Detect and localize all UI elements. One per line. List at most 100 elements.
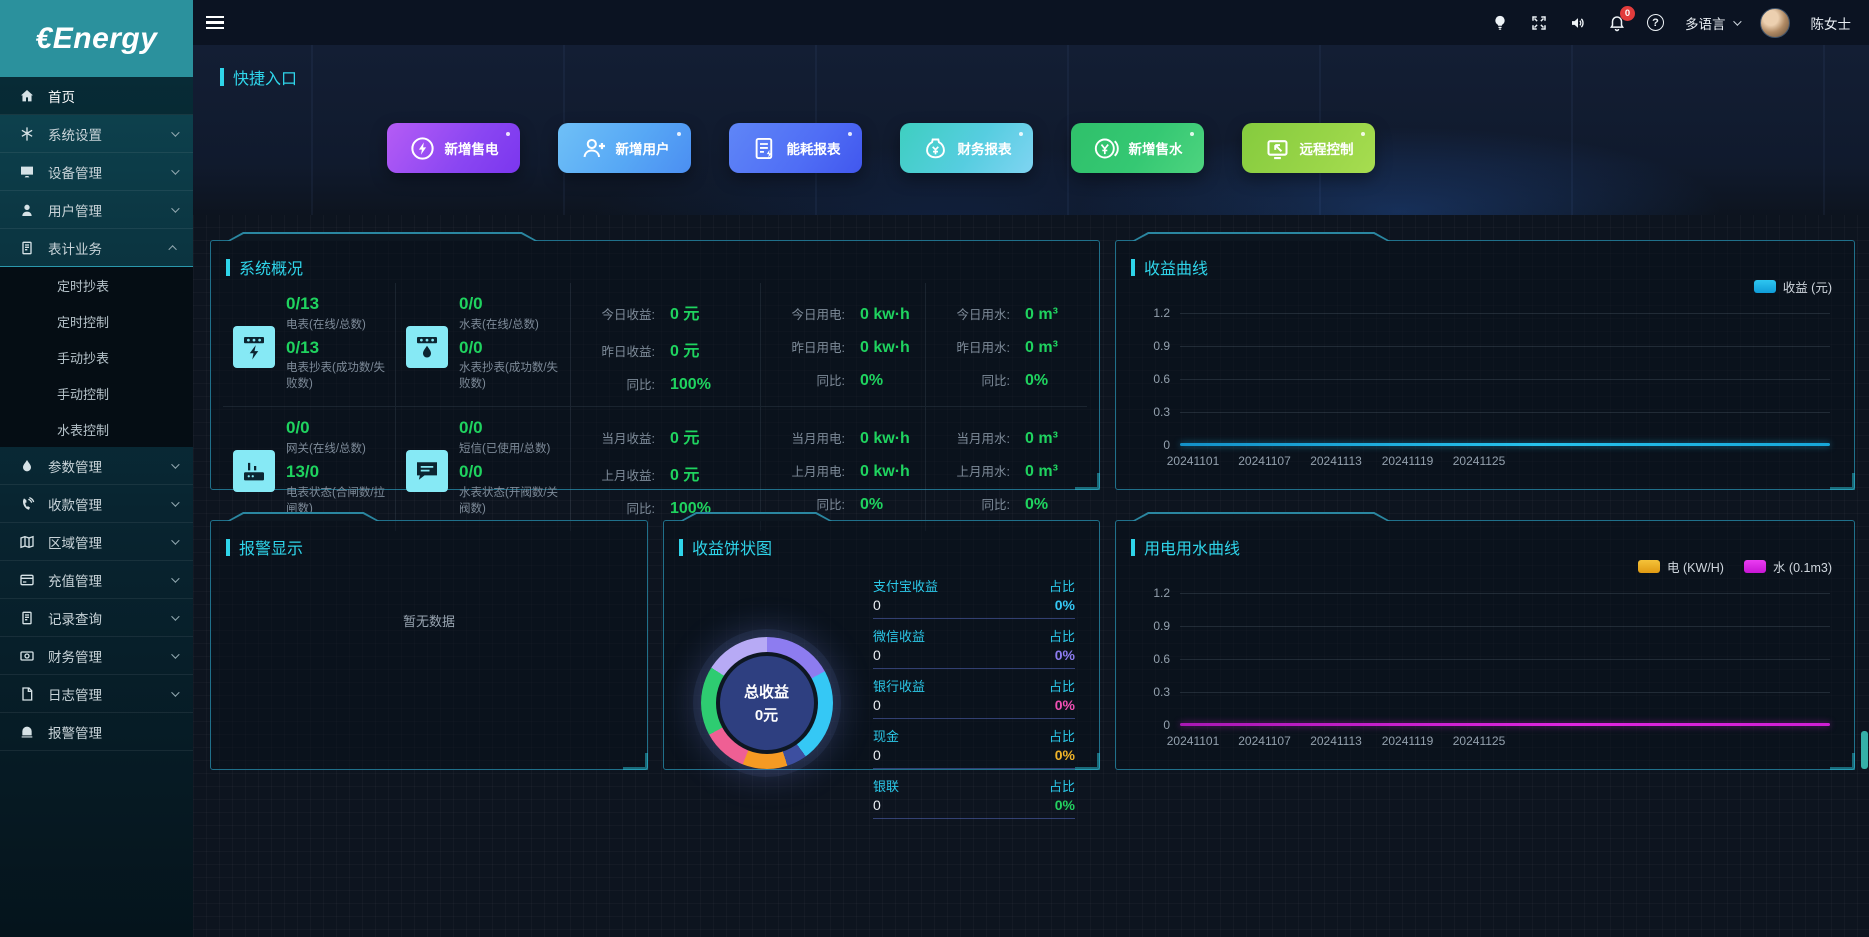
sidebar-item-label: 表计业务 — [48, 241, 102, 257]
total-revenue-value: 0元 — [754, 707, 779, 724]
help-icon[interactable]: ? — [1647, 14, 1664, 31]
sidebar-item-alarm-management[interactable]: 报警管理 — [0, 713, 193, 751]
sidebar-item-collection-management[interactable]: 收款管理 — [0, 485, 193, 523]
sidebar-item-region-management[interactable]: 区域管理 — [0, 523, 193, 561]
legend-item-revenue[interactable]: 收益 (元) — [1753, 277, 1832, 296]
x-tick: 20241107 — [1238, 454, 1291, 468]
new-water-sale-button[interactable]: 新增售水 — [1071, 123, 1204, 173]
avatar[interactable] — [1759, 7, 1790, 38]
topbar: 0 ? 多语言 陈女士 — [193, 0, 1869, 45]
sidebar-item-log-management[interactable]: 日志管理 — [0, 675, 193, 713]
kv-key: 同比: — [816, 498, 845, 513]
y-tick: 0 — [1163, 717, 1170, 732]
kv-value: 0% — [1025, 371, 1049, 389]
stat-value: 0/13 — [286, 337, 320, 357]
map-icon — [20, 535, 34, 548]
panel-notch — [680, 512, 832, 521]
sidebar-item-parameter-management[interactable]: 参数管理 — [0, 447, 193, 485]
stat-text: 0/0 网关(在线/总数) 13/0 电表状态(合闸数/拉闸数) — [286, 419, 389, 522]
new-electricity-sale-button[interactable]: 新增售电 — [387, 123, 520, 173]
x-axis: 20241101 20241107 20241113 20241119 2024… — [1167, 734, 1830, 748]
page-scrollbar-thumb[interactable] — [1861, 731, 1868, 769]
energy-report-icon — [755, 137, 772, 159]
gridline: 0.9 — [1153, 619, 1830, 633]
sidebar-subitem-water-meter-control[interactable]: 水表控制 — [0, 411, 193, 447]
panel-title-text: 报警显示 — [239, 541, 304, 558]
total-revenue-label: 总收益 — [743, 684, 789, 701]
chevron-down-icon — [171, 573, 180, 583]
sidebar-item-label: 参数管理 — [48, 459, 102, 475]
remote-screen-icon — [1266, 139, 1288, 159]
kv-value: 0 元 — [670, 342, 700, 360]
user-plus-icon — [582, 138, 605, 157]
new-user-button[interactable]: 新增用户 — [558, 123, 691, 173]
stat-text: 0/0 水表(在线/总数) 0/0 水表抄表(成功数/失败数) — [459, 294, 564, 398]
revenue-chart-legend: 收益 (元) — [1753, 277, 1832, 296]
kv-key: 上月用电: — [791, 465, 845, 480]
sidebar-item-recharge-management[interactable]: 充值管理 — [0, 561, 193, 599]
donut-chart[interactable]: 总收益 0元 — [700, 637, 833, 769]
language-selector[interactable]: 多语言 — [1685, 13, 1742, 33]
kv-value: 0 kw·h — [860, 305, 910, 323]
kv-key: 上月收益: — [601, 469, 655, 484]
remote-control-button[interactable]: 远程控制 — [1242, 123, 1375, 173]
energy-report-button[interactable]: 能耗报表 — [729, 123, 862, 173]
kv-key: 昨日用水: — [956, 340, 1010, 355]
system-overview-panel: 系统概况 0/13 电表(在线/总数) 0/13 电表抄表(成功数/失败数) — [210, 240, 1100, 531]
quick-button-label: 新增售水 — [1128, 142, 1183, 157]
y-tick: 0.9 — [1153, 339, 1170, 353]
sidebar-item-system-settings[interactable]: 系统设置 — [0, 115, 193, 153]
panel-title-text: 用电用水曲线 — [1144, 541, 1241, 558]
sidebar-item-home[interactable]: 首页 — [0, 77, 193, 115]
sidebar-subitem-manual-control[interactable]: 手动控制 — [0, 375, 193, 411]
speaker-icon[interactable] — [1569, 14, 1587, 32]
fullscreen-icon[interactable] — [1530, 14, 1548, 32]
sidebar-item-device-management[interactable]: 设备管理 — [0, 153, 193, 191]
banknote-icon — [20, 650, 34, 661]
kv-value: 0 kw·h — [860, 430, 910, 448]
kv-key: 同比: — [626, 377, 655, 392]
stat-value: 0/13 — [286, 294, 320, 313]
sidebar-item-user-management[interactable]: 用户管理 — [0, 191, 193, 229]
credit-card-icon — [20, 574, 34, 585]
pie-item-value: 0 — [873, 747, 881, 763]
sidebar-item-label: 充值管理 — [48, 573, 102, 589]
sidebar-subitem-scheduled-control[interactable]: 定时控制 — [0, 303, 193, 339]
menu-toggle-icon[interactable] — [206, 16, 224, 29]
y-tick: 0.3 — [1153, 405, 1170, 419]
stat-label: 水表状态(开阀数/关阀数) — [459, 486, 559, 515]
revenue-curve-title: 收益曲线 — [1131, 255, 1854, 279]
bolt-circle-icon — [410, 136, 434, 160]
sidebar-item-meter-business[interactable]: 表计业务 — [0, 229, 193, 267]
legend-item-water[interactable]: 水 (0.1m3) — [1743, 557, 1832, 576]
kv-key: 当月收益: — [601, 432, 655, 447]
sidebar-item-label: 收款管理 — [48, 497, 102, 513]
user-name[interactable]: 陈女士 — [1810, 16, 1852, 32]
submenu-label: 手动抄表 — [57, 350, 110, 366]
sidebar-subitem-scheduled-reading[interactable]: 定时抄表 — [0, 267, 193, 303]
droplet-icon — [23, 459, 31, 471]
sidebar-item-record-query[interactable]: 记录查询 — [0, 599, 193, 637]
chevron-down-icon — [171, 459, 180, 469]
pie-item-name: 微信收益 — [873, 629, 926, 644]
kv-key: 同比: — [816, 373, 845, 388]
notification-bell[interactable]: 0 — [1608, 5, 1635, 32]
alarm-display-panel: 报警显示 暂无数据 — [210, 520, 648, 770]
y-tick: 0.9 — [1153, 619, 1170, 633]
stat-label: 水表(在线/总数) — [459, 318, 539, 331]
x-tick: 20241101 — [1166, 454, 1220, 468]
y-tick: 0 — [1163, 437, 1170, 452]
home-icon — [21, 89, 33, 101]
panel-title-text: 收益曲线 — [1144, 261, 1209, 278]
sidebar-subitem-manual-reading[interactable]: 手动抄表 — [0, 339, 193, 375]
pie-ratio-label: 占比 — [1048, 629, 1075, 644]
sidebar-item-finance-management[interactable]: 财务管理 — [0, 637, 193, 675]
language-label: 多语言 — [1685, 16, 1726, 32]
lightbulb-icon[interactable] — [1491, 14, 1509, 32]
pie-row-wechat: 微信收益 占比 0 0% — [873, 619, 1075, 669]
legend-item-electricity[interactable]: 电 (KW/H) — [1638, 557, 1724, 576]
legend-label: 电 (KW/H) — [1667, 561, 1724, 575]
pie-item-ratio: 0% — [1054, 597, 1075, 613]
finance-report-button[interactable]: 财务报表 — [900, 123, 1033, 173]
chevron-down-icon — [1732, 16, 1742, 26]
